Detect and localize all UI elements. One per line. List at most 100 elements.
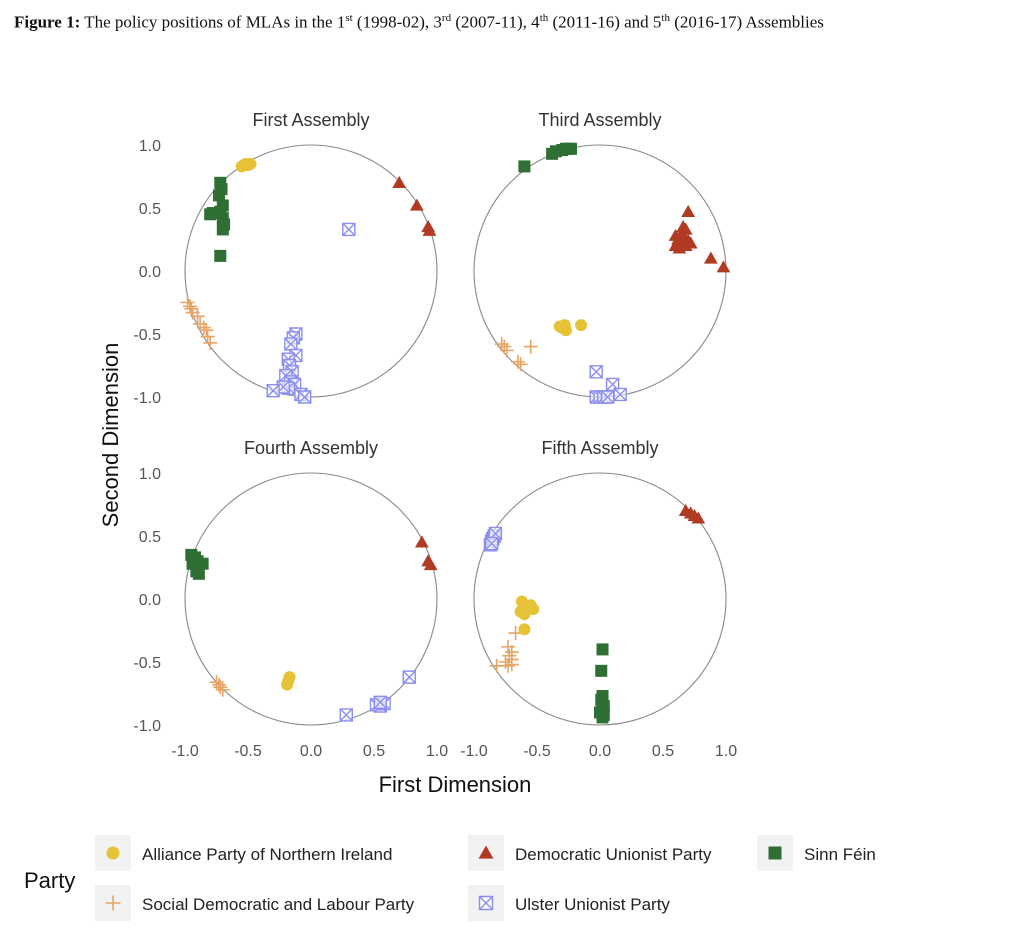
x-tick-label: -1.0 [171,743,199,760]
point-sdlp [513,357,528,372]
point-sdlp [504,657,519,672]
point-alliance [281,678,294,691]
point-uup [402,670,416,684]
y-tick-label: 1.0 [139,138,161,155]
point-sf [192,567,205,580]
point-uup [284,337,298,351]
y-tick-label: -0.5 [133,327,161,344]
panel-2 [473,142,731,404]
legend-title: Party [24,868,75,893]
x-tick-label: 1.0 [426,743,448,760]
point-uup [605,377,620,392]
y-tick-label: -0.5 [133,655,161,672]
x-tick-label: 0.5 [652,743,674,760]
caption-sup-3: rd [441,12,452,24]
legend-marker-dup [478,845,494,859]
x-tick-label: -0.5 [234,743,262,760]
point-alliance [575,319,588,332]
point-dup [414,535,429,548]
point-dup [423,558,438,571]
point-alliance [556,321,569,334]
legend-marker-sdlp [105,895,121,911]
point-sf [596,711,609,724]
y-tick-label: -1.0 [133,718,161,735]
point-uup [266,384,280,398]
x-tick-label: 0.0 [300,743,322,760]
y-tick-label: 0.0 [139,592,161,609]
point-uup [600,390,615,404]
x-tick-label: -0.5 [523,743,551,760]
caption-text-b: (1998-02), 3 [352,12,442,32]
x-tick-label: 1.0 [715,743,737,760]
caption-sup-1: st [345,12,353,24]
legend-label-dup: Democratic Unionist Party [515,845,712,864]
point-uup [339,708,353,722]
figure-caption: Figure 1: The policy positions of MLAs i… [14,12,1014,33]
point-sdlp [498,655,513,669]
point-sdlp [183,299,198,314]
point-alliance [518,623,531,636]
caption-sup-5: th [661,12,670,24]
point-uup [613,387,627,402]
point-alliance [527,603,540,616]
x-axis-title: First Dimension [379,772,532,797]
point-sdlp [200,329,215,344]
caption-sup-4: th [539,12,549,24]
unit-circle [473,472,727,726]
legend-marker-uup [478,895,494,911]
panel-title: Fourth Assembly [244,438,378,458]
legend-marker-alliance [106,846,120,860]
x-tick-label: -1.0 [460,743,488,760]
point-dup [691,511,706,524]
point-sf [214,249,227,262]
legend-label-sf: Sinn Féin [804,845,876,864]
point-sf [595,664,608,677]
point-sdlp [523,339,538,354]
point-dup [409,198,424,211]
panel-title: Fifth Assembly [541,438,658,458]
point-sf [216,223,229,236]
caption-text-c: (2007-11), 4 [451,12,540,32]
y-tick-label: 1.0 [139,466,161,483]
caption-label: Figure 1: [14,12,81,32]
caption-text-e: (2016-17) Assemblies [669,12,824,32]
point-sf [518,160,531,173]
point-sdlp [190,309,205,324]
point-uup [342,222,356,237]
point-dup [703,251,718,264]
point-sdlp [497,339,512,354]
point-sdlp [502,648,517,663]
point-sf [565,142,578,155]
point-sdlp [199,323,214,338]
point-sf [596,643,609,656]
point-sdlp [501,658,516,673]
point-dup [676,220,691,233]
caption-text-a: The policy positions of MLAs in the 1 [80,12,346,32]
point-alliance [244,157,257,170]
point-dup [422,223,437,236]
legend-label-sdlp: Social Democratic and Labour Party [142,895,415,914]
y-tick-label: 0.5 [139,529,161,546]
legend-label-alliance: Alliance Party of Northern Ireland [142,845,392,864]
unit-circle [184,472,438,726]
point-sdlp [215,682,230,697]
point-sdlp [213,680,228,695]
point-uup [488,526,503,541]
point-dup [392,175,407,188]
point-dup [681,204,696,217]
point-uup [484,536,499,551]
panel-title: Third Assembly [538,110,661,130]
point-sf [204,208,217,221]
point-uup [589,365,603,379]
point-sf [213,189,226,202]
legend-label-uup: Ulster Unionist Party [515,895,670,914]
y-tick-label: -1.0 [133,390,161,407]
point-sdlp [203,335,218,350]
y-tick-label: 0.5 [139,201,161,218]
legend-marker-sf [768,846,782,860]
point-uup [298,390,312,404]
point-dup [716,260,731,273]
panel-title: First Assembly [252,110,369,130]
point-uup [373,695,387,710]
